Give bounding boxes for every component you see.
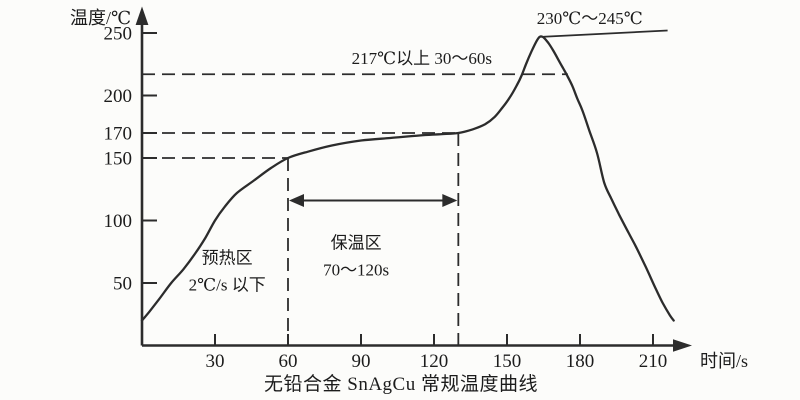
y-tick-label: 50 [113, 274, 132, 295]
x-tick-label: 30 [205, 351, 224, 372]
preheat-zone-label-line2: 2℃/s 以下 [189, 276, 266, 295]
soak-arrow-left-head [288, 194, 304, 207]
x-tick-label: 150 [493, 351, 522, 372]
temperature-curve [140, 35, 675, 322]
y-tick-label: 100 [104, 211, 133, 232]
y-ticks: 50 100 150 170 200 250 [104, 24, 157, 295]
chart-title: 无铅合金 SnAgCu 常规温度曲线 [264, 373, 538, 395]
x-tick-label: 180 [566, 351, 595, 372]
x-tick-label: 210 [639, 351, 668, 372]
x-tick-label: 60 [278, 351, 297, 372]
peak-range-label: 230℃～245℃ [537, 9, 643, 28]
y-axis-label: 温度/℃ [70, 8, 131, 28]
preheat-zone-label-line1: 预热区 [202, 249, 253, 268]
y-tick-label: 250 [104, 24, 133, 45]
y-tick-label: 170 [104, 124, 133, 145]
peak-range-guide-line [543, 29, 668, 38]
time-above-liquidus-label: 217℃以上 30～60s [352, 49, 492, 68]
x-tick-label: 90 [351, 351, 370, 372]
y-axis: 50 100 150 170 200 250 [104, 6, 157, 346]
x-tick-label: 120 [420, 351, 449, 372]
x-axis-label: 时间/s [700, 351, 748, 371]
x-ticks: 30 60 90 120 150 180 210 [205, 334, 667, 372]
y-tick-label: 150 [104, 149, 133, 170]
soak-zone-label-line1: 保温区 [331, 234, 382, 253]
y-tick-label: 200 [104, 86, 133, 107]
x-axis: 30 60 90 120 150 180 210 [142, 334, 692, 372]
soak-arrow-right-head [442, 194, 458, 207]
x-axis-arrow-icon [673, 339, 692, 352]
y-axis-arrow-icon [135, 6, 149, 25]
soak-zone-label-line2: 70～120s [323, 261, 389, 280]
soak-duration-arrow [288, 194, 458, 207]
reference-lines [142, 73, 568, 346]
